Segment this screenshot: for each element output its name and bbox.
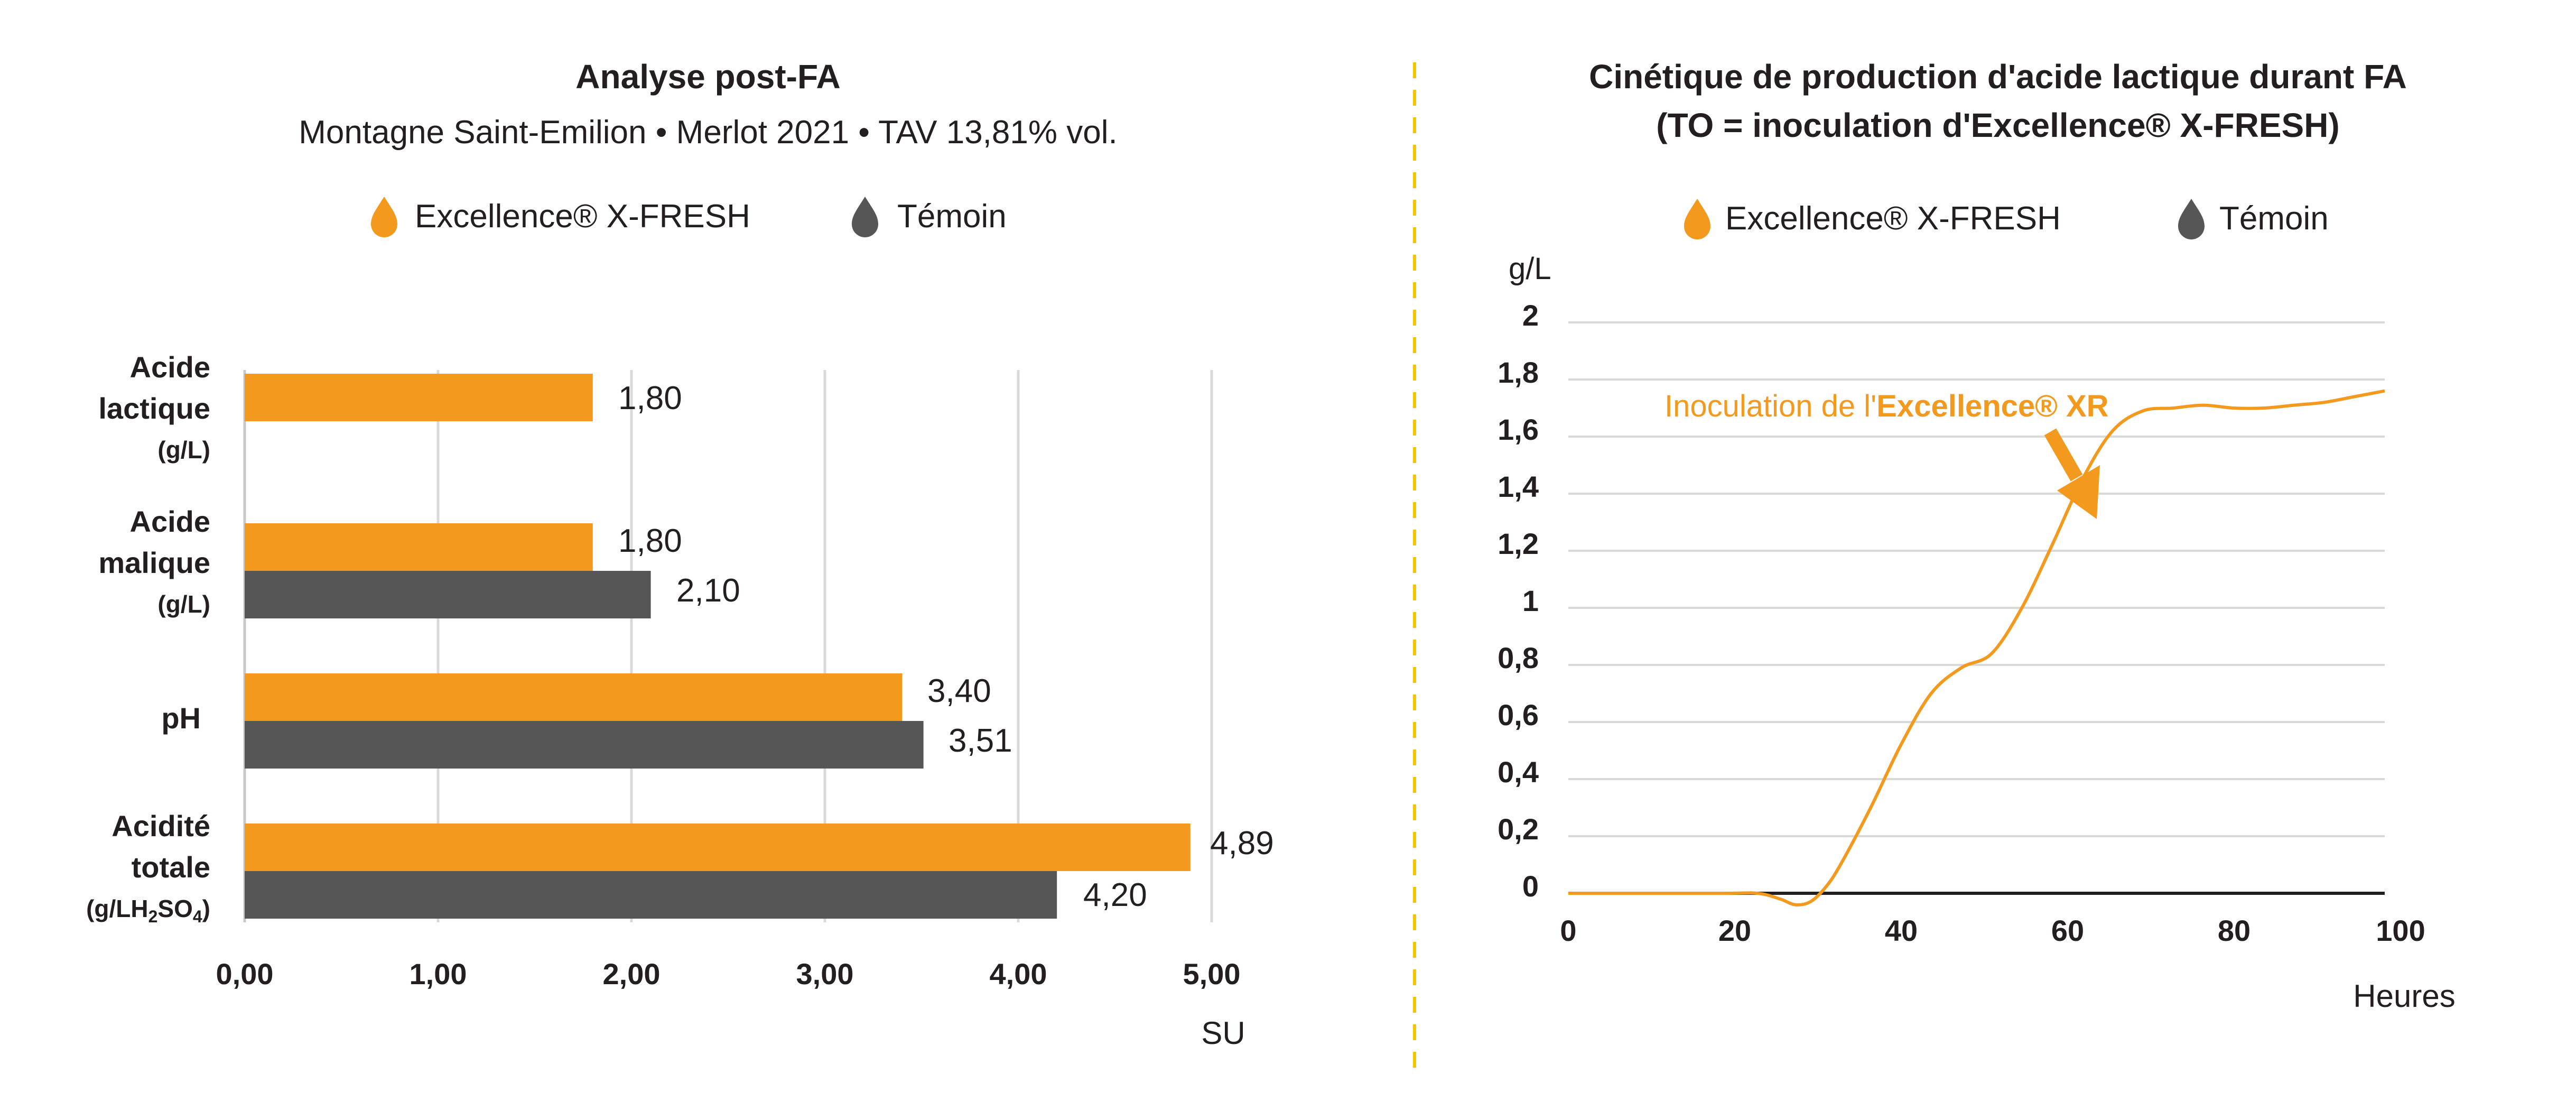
bar-temoin bbox=[245, 571, 651, 618]
data-label: 1,80 bbox=[618, 380, 682, 417]
y-axis-unit: g/L bbox=[1509, 252, 1551, 286]
bar-temoin bbox=[245, 871, 1057, 919]
right-chart-title: Cinétique de production d'acide lactique… bbox=[1589, 58, 2407, 96]
data-label: 3,40 bbox=[927, 673, 991, 709]
data-label: 4,20 bbox=[1083, 877, 1147, 913]
inoculation-annotation: Inoculation de l'Excellence® XR bbox=[1664, 389, 2109, 423]
y-tick-label: 0,6 bbox=[1498, 698, 1539, 732]
x-axis-unit: SU bbox=[1201, 1015, 1245, 1051]
annotation-arrow-icon bbox=[2044, 428, 2100, 519]
x-tick-label: 5,00 bbox=[1183, 957, 1241, 991]
category-label-acidite-totale: Acidité totale (g/LH2SO4) bbox=[86, 809, 210, 927]
data-label: 3,51 bbox=[948, 723, 1012, 759]
legend-excellence-label-right: Excellence® X-FRESH bbox=[1725, 200, 2061, 237]
legend-temoin-label: Témoin bbox=[897, 198, 1007, 235]
right-chart-subtitle: (TO = inoculation d'Excellence® X-FRESH) bbox=[1656, 106, 2340, 144]
right-lines bbox=[1568, 389, 2385, 906]
x-tick-label-right: 0 bbox=[1560, 914, 1577, 947]
y-tick-label: 0,2 bbox=[1498, 812, 1539, 846]
bar-excellence bbox=[245, 523, 593, 571]
y-tick-label: 0,4 bbox=[1498, 755, 1539, 789]
y-tick-label: 1 bbox=[1522, 584, 1539, 617]
x-tick-label: 0,00 bbox=[216, 957, 274, 991]
legend-temoin-drop-icon bbox=[852, 197, 878, 237]
left-chart-subtitle: Montagne Saint-Emilion • Merlot 2021 • T… bbox=[299, 114, 1118, 151]
y-tick-label: 0 bbox=[1522, 869, 1539, 903]
bar-temoin bbox=[245, 721, 924, 769]
legend-excellence-drop-icon-right bbox=[1684, 199, 1710, 239]
legend-temoin-label-right: Témoin bbox=[2219, 200, 2329, 237]
line-excellence bbox=[1568, 389, 2385, 906]
y-tick-label: 2 bbox=[1522, 299, 1539, 332]
bar-excellence bbox=[245, 374, 593, 421]
x-tick-label-right: 80 bbox=[2217, 914, 2251, 947]
left-bars bbox=[245, 374, 1191, 919]
x-axis-label: Heures bbox=[2353, 978, 2456, 1014]
legend-excellence-label: Excellence® X-FRESH bbox=[415, 198, 750, 235]
bar-excellence bbox=[245, 673, 903, 721]
y-tick-label: 1,2 bbox=[1498, 527, 1539, 560]
left-chart-title: Analyse post-FA bbox=[575, 58, 841, 96]
y-tick-label: 0,8 bbox=[1498, 641, 1539, 674]
x-tick-label: 4,00 bbox=[989, 957, 1047, 991]
bar-excellence bbox=[245, 824, 1191, 871]
x-tick-label-right: 20 bbox=[1718, 914, 1752, 947]
data-label: 4,89 bbox=[1210, 825, 1274, 862]
data-label: 2,10 bbox=[676, 572, 740, 609]
x-tick-label: 3,00 bbox=[796, 957, 854, 991]
category-label-acide-malique: Acide malique (g/L) bbox=[98, 505, 210, 618]
category-label-ph: pH bbox=[161, 701, 201, 735]
x-tick-label-right: 100 bbox=[2376, 914, 2425, 947]
y-tick-label: 1,4 bbox=[1498, 470, 1539, 503]
x-tick-label: 2,00 bbox=[602, 957, 661, 991]
x-tick-label-right: 40 bbox=[1884, 914, 1918, 947]
legend-temoin-drop-icon-right bbox=[2178, 199, 2205, 239]
legend-excellence-drop-icon bbox=[371, 197, 397, 237]
y-tick-label: 1,6 bbox=[1498, 413, 1539, 446]
data-label: 1,80 bbox=[618, 523, 682, 559]
y-tick-label: 1,8 bbox=[1498, 356, 1539, 389]
category-label-acide-lactique: Acide lactique (g/L) bbox=[98, 350, 210, 464]
x-tick-label-right: 60 bbox=[2051, 914, 2085, 947]
x-tick-label: 1,00 bbox=[409, 957, 467, 991]
